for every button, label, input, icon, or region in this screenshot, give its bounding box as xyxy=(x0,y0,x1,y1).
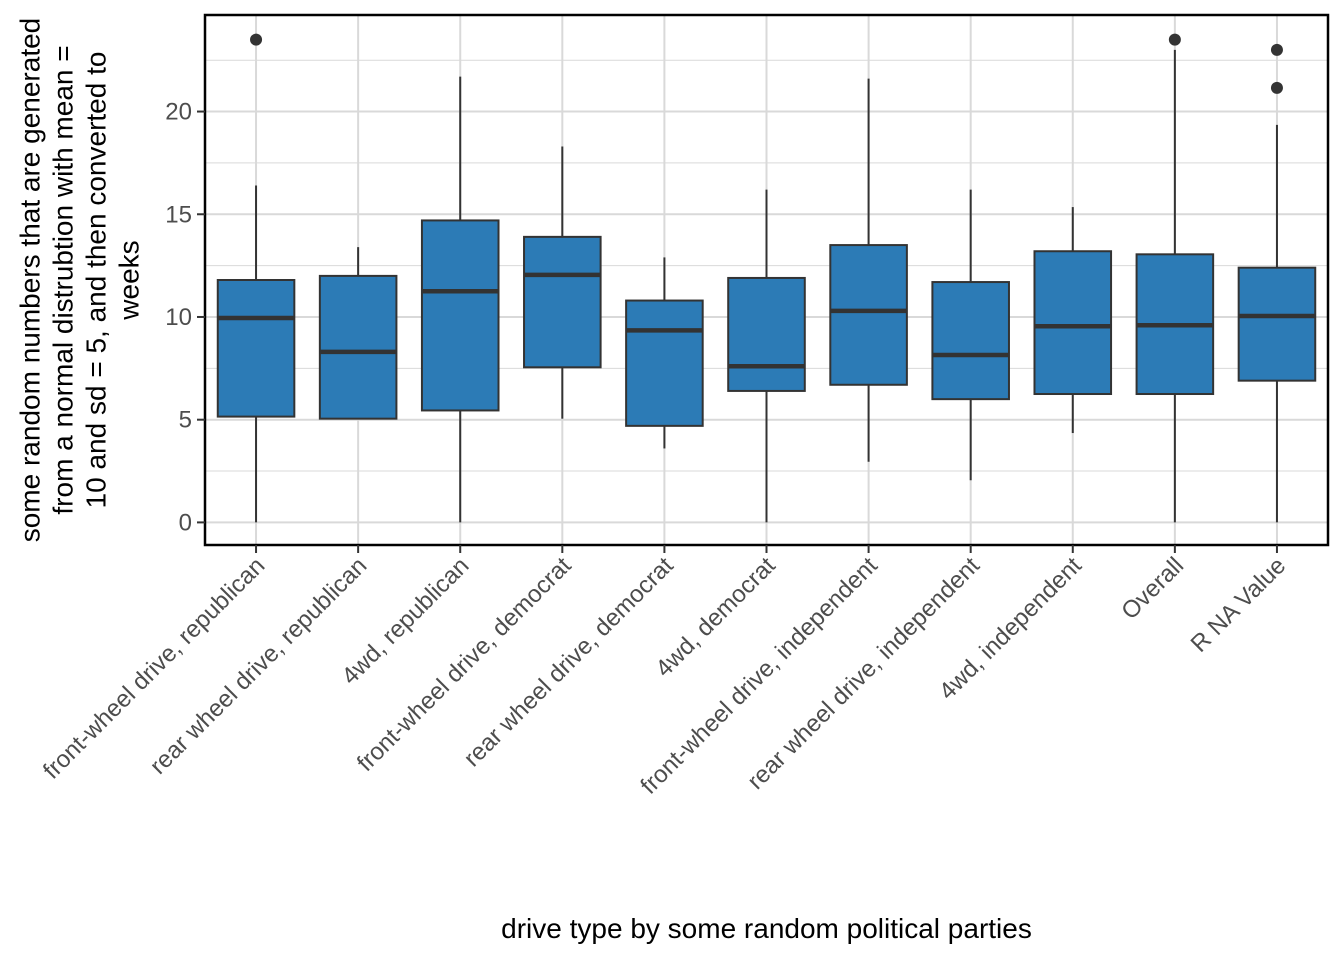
boxes xyxy=(216,33,1317,523)
x-axis-title: drive type by some random political part… xyxy=(501,913,1032,944)
x-tick-label: front-wheel drive, democrat xyxy=(352,552,577,777)
box-1 xyxy=(216,33,296,523)
x-tick-label: Overall xyxy=(1116,552,1189,625)
x-tick-label: rear wheel drive, democrat xyxy=(459,552,679,772)
iqr-box xyxy=(523,235,602,369)
outlier-point xyxy=(250,33,263,46)
box-8 xyxy=(931,189,1010,481)
iqr-box xyxy=(1033,250,1113,396)
iqr-box xyxy=(420,219,500,412)
y-tick-label: 10 xyxy=(165,304,192,331)
box-6 xyxy=(727,189,806,523)
outlier-point xyxy=(1270,81,1283,94)
y-axis-title-line: some random numbers that are generated xyxy=(15,18,46,543)
iqr-box xyxy=(625,299,704,427)
y-tick-label: 0 xyxy=(179,509,192,536)
y-tick-label: 15 xyxy=(165,201,192,228)
x-tick-label: front-wheel drive, republican xyxy=(38,552,270,784)
x-tick-label: R NA Value xyxy=(1186,552,1292,658)
y-axis-title-line: from a normal distrubtion with mean = xyxy=(48,45,79,514)
y-tick-label: 20 xyxy=(165,99,192,126)
outlier-point xyxy=(1270,43,1283,56)
box-7 xyxy=(829,78,908,462)
box-9 xyxy=(1033,207,1113,434)
iqr-box xyxy=(829,244,908,386)
box-2 xyxy=(318,247,398,420)
y-axis-title-line: weeks xyxy=(114,240,145,320)
box-11 xyxy=(1237,43,1317,523)
iqr-box xyxy=(216,279,296,418)
y-tick-label: 5 xyxy=(179,407,192,434)
y-axis-title: some random numbers that are generatedfr… xyxy=(15,18,145,543)
box-4 xyxy=(523,146,602,419)
iqr-box xyxy=(1237,266,1317,382)
iqr-box xyxy=(318,274,398,420)
y-axis-title-line: 10 and sd = 5, and then converted to xyxy=(81,52,112,509)
box-5 xyxy=(625,257,704,449)
outlier-point xyxy=(1168,33,1181,46)
box-10 xyxy=(1135,33,1215,523)
x-tick-label: rear wheel drive, republican xyxy=(145,552,373,780)
box-3 xyxy=(420,76,500,523)
iqr-box xyxy=(727,276,806,392)
iqr-box xyxy=(931,281,1010,401)
